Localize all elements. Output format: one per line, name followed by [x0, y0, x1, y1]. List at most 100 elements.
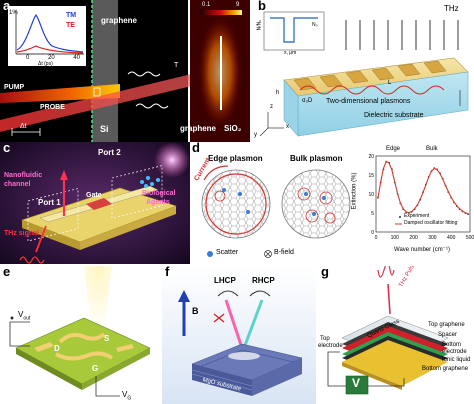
top-electrode-label-2: electrode: [318, 343, 343, 349]
agents-label: Agents: [146, 199, 170, 206]
sigma-label: σ₂D: [302, 98, 313, 104]
axis-x: x: [286, 124, 289, 130]
x-tick-label: 100: [391, 235, 400, 241]
vg-label: VG: [122, 390, 131, 402]
colorbar-max: 9: [236, 2, 240, 8]
extinction-chart: 0 100 200 300 400 500 0 5 10 15 20: [368, 154, 474, 241]
panel-g: g THz Pulse Quartz Glass Top graphene Sp…: [318, 266, 474, 404]
channel-label: channel: [4, 181, 31, 188]
lhcp-label: LHCP: [214, 276, 236, 285]
drain-label: D: [54, 344, 60, 353]
panel-e: e Vout S D G VG: [0, 266, 160, 404]
legend-fit: Damped oscillator fitting: [404, 220, 458, 226]
top-electrode-label: Top: [320, 336, 330, 342]
y-tick-label: 10: [368, 192, 374, 198]
bfield-legend: B-field: [274, 249, 294, 256]
x-axis-label: Δt (ps): [38, 61, 53, 67]
t-label: T: [174, 62, 179, 69]
bottom-electrode-label-2: electrode: [442, 349, 467, 355]
x-tick-label: 0: [375, 235, 378, 241]
plasmons-label: Two-dimensional plasmons: [326, 98, 411, 105]
thz-arrows: [345, 20, 459, 50]
y-axis-label: ΔT/T: [3, 25, 10, 37]
nanofluidic-label: Nanofluidic: [4, 172, 43, 179]
panel-label-e: e: [3, 266, 11, 279]
y-tick-label: 15: [368, 173, 374, 179]
panel-a: a TM TE 1% ΔT/T 0 20 40 Δt (ps) graphene…: [0, 0, 250, 142]
graphene-label: graphene: [101, 16, 138, 25]
b-label: B: [192, 306, 199, 316]
chart-ylabel: Extinction (%): [351, 172, 358, 210]
sio2-label: SiO₂: [224, 124, 242, 133]
bulk-plasmon-title: Bulk plasmon: [290, 154, 343, 163]
panel-label-c: c: [3, 142, 11, 155]
ionic-label: Ionic liquid: [442, 357, 471, 363]
chart-xlabel: Wave number (cm⁻¹): [394, 247, 450, 253]
x-tick: 0: [26, 55, 30, 61]
tm-legend: TM: [66, 12, 77, 19]
vg-v: V: [122, 390, 128, 399]
chart-edge-label: Edge: [386, 146, 401, 152]
panel-label-g: g: [321, 266, 329, 279]
x-tick: 40: [73, 55, 80, 61]
x-tick-label: 400: [447, 235, 456, 241]
x-ticks: 0 20 40: [26, 55, 80, 61]
panel-label-d: d: [192, 142, 200, 155]
y-tick-label: 0: [371, 230, 374, 236]
graphene-label-2: graphene: [180, 124, 217, 133]
n0-label: N₀: [312, 22, 318, 28]
top-graphene-label: Top graphene: [428, 322, 465, 328]
rhcp-label: RHCP: [252, 276, 275, 285]
edge-plasmon-title: Edge plasmon: [208, 154, 263, 163]
thz-signal-label: THz signal: [4, 230, 40, 237]
fit-line: [377, 160, 469, 215]
port2-label: Port 2: [98, 148, 121, 157]
biological-label: Biological: [142, 190, 176, 197]
x-tick: 20: [47, 55, 55, 61]
thz-label: THz: [444, 4, 459, 13]
delay-label: Δt: [20, 123, 27, 130]
vg-sub: G: [127, 395, 132, 402]
panel-label-b: b: [258, 0, 266, 13]
bottom-electrode-label: Bottom: [442, 342, 462, 348]
vout-label: Vout: [18, 310, 30, 322]
spacer-label: Spacer: [438, 332, 458, 338]
axis-y: y: [254, 132, 257, 138]
probe-label: PROBE: [40, 104, 65, 111]
legend-experiment-mark: [399, 216, 401, 218]
panel-d: 0 100 200 300 400 500 0 5 10 15 20 d Edge plasmon …: [190, 142, 474, 264]
height-label: h: [276, 90, 280, 96]
x-tick-label: 200: [409, 235, 418, 241]
inset-x-label: x, μm: [284, 50, 297, 56]
y-tick: 1%: [9, 10, 18, 16]
port1-label: Port 1: [38, 198, 61, 207]
panel-c: c Port 2 Port 1 Nanofluidic channel Gate…: [0, 142, 190, 264]
chart-bulk-label: Bulk: [426, 146, 438, 152]
legend-experiment: Experiment: [404, 213, 430, 219]
x-tick-label: 300: [428, 235, 437, 241]
panel-label-f: f: [165, 266, 170, 279]
axis-z: z: [270, 104, 273, 110]
inset-y-label: N/N₀: [256, 19, 263, 31]
y-tick-label: 20: [368, 154, 374, 160]
vout-sub: out: [23, 315, 31, 322]
gate-label: Gate: [86, 192, 102, 199]
panel-label-a: a: [3, 0, 11, 13]
voltage-label: V: [352, 376, 361, 390]
length-label: L: [388, 80, 392, 86]
gate-label: G: [92, 364, 99, 373]
pump-label: PUMP: [4, 84, 25, 91]
si-label: Si: [100, 124, 109, 134]
panel-f: f LHCP RHCP B MgO substrate: [162, 266, 316, 404]
y-tick-label: 5: [371, 211, 374, 217]
substrate-label: Dielectric substrate: [364, 112, 424, 119]
scatter-legend: Scatter: [216, 249, 239, 256]
x-tick-label: 500: [466, 235, 474, 241]
vout-v: V: [18, 310, 24, 319]
panel-b: b THz N/N₀ x, μm N₀ L h σ₂D Two-dimensio…: [254, 0, 474, 142]
source-label: S: [104, 334, 110, 343]
colorbar-min: 0.1: [202, 2, 211, 8]
bottom-graphene-label: Bottom graphene: [422, 366, 469, 372]
te-legend: TE: [66, 22, 75, 29]
